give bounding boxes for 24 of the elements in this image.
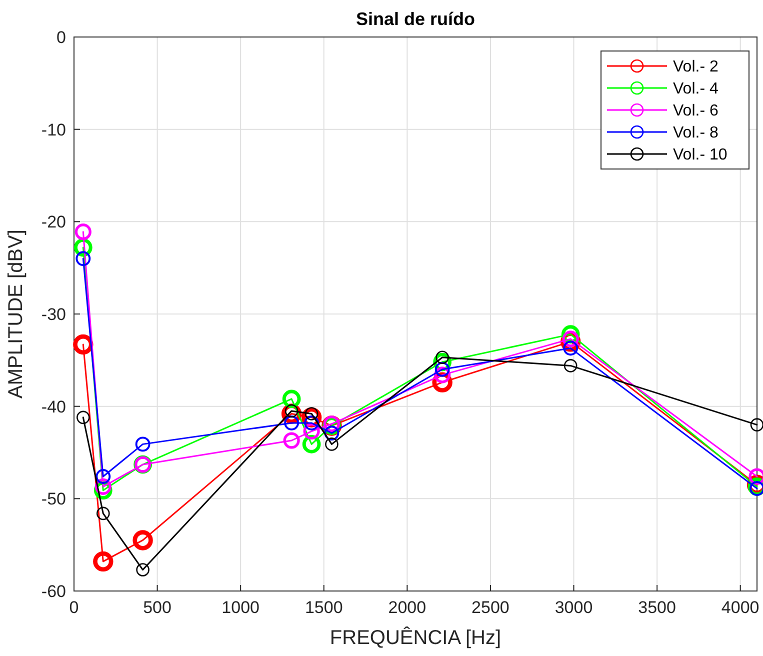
legend-label: Vol.- 6 <box>673 102 718 120</box>
y-tick-label: -50 <box>41 490 66 509</box>
legend-label: Vol.- 2 <box>673 58 718 76</box>
x-axis-title: FREQUÊNCIA [Hz] <box>330 626 502 649</box>
x-tick-label: 3000 <box>554 598 593 617</box>
chart-title: Sinal de ruído <box>356 9 476 29</box>
y-tick-label: -30 <box>41 304 66 324</box>
x-tick-label: 1000 <box>222 598 260 617</box>
y-tick-label: -10 <box>41 120 66 140</box>
y-tick-label: -40 <box>41 397 66 416</box>
y-tick-label: -60 <box>41 582 66 601</box>
y-tick-label: -20 <box>41 212 66 232</box>
legend-label: Vol.- 10 <box>673 146 728 164</box>
x-tick-label: 2500 <box>472 598 510 617</box>
x-tick-label: 1500 <box>304 598 343 617</box>
x-tick-label: 3500 <box>638 598 676 617</box>
legend-label: Vol.- 8 <box>673 124 718 142</box>
x-tick-label: 0 <box>69 598 79 617</box>
legend-label: Vol.- 4 <box>673 80 718 98</box>
x-tick-label: 4000 <box>721 598 760 617</box>
x-tick-label: 500 <box>143 598 172 617</box>
x-tick-label: 2000 <box>388 598 426 617</box>
y-axis-title: AMPLITUDE [dBV] <box>5 230 27 398</box>
y-tick-label: 0 <box>56 28 66 47</box>
